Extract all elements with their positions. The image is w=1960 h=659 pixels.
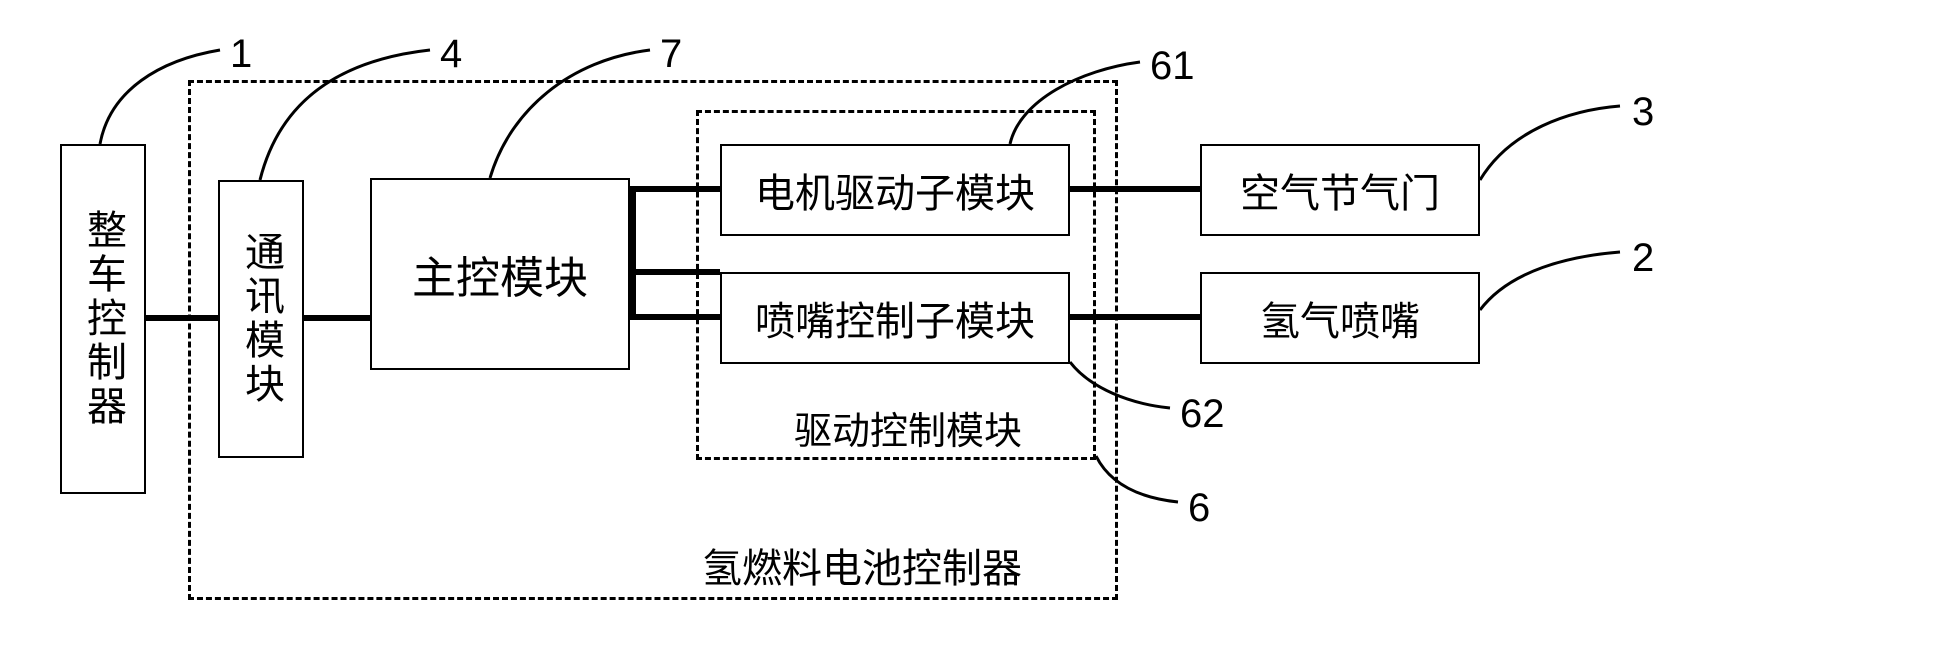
reference-number: 61	[1150, 44, 1195, 89]
reference-number: 6	[1188, 486, 1210, 531]
reference-number: 3	[1632, 90, 1654, 135]
reference-number: 2	[1632, 236, 1654, 281]
leader-curve	[1010, 62, 1140, 144]
leader-curve	[1480, 252, 1620, 310]
leader-lines	[0, 0, 1960, 659]
leader-curve	[1480, 106, 1620, 180]
reference-number: 1	[230, 32, 252, 77]
leader-curve	[100, 50, 220, 144]
reference-number: 62	[1180, 392, 1225, 437]
leader-curve	[1096, 456, 1178, 502]
reference-number: 4	[440, 32, 462, 77]
reference-number: 7	[660, 32, 682, 77]
leader-curve	[260, 50, 430, 180]
leader-curve	[1070, 362, 1170, 408]
leader-curve	[490, 50, 650, 178]
